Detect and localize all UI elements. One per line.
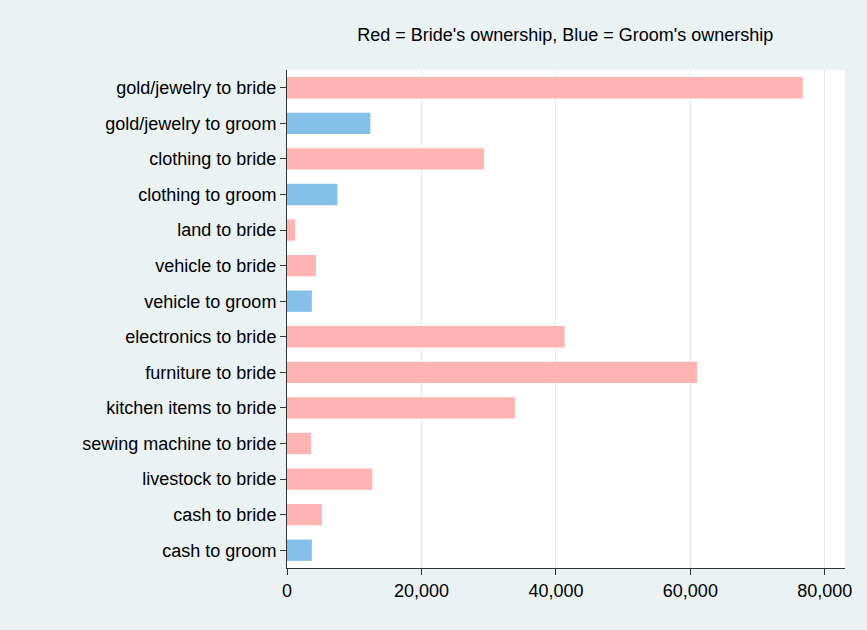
svg-text:electronics to bride: electronics to bride: [125, 327, 276, 347]
svg-text:cash to bride: cash to bride: [173, 505, 276, 525]
svg-text:clothing to groom: clothing to groom: [138, 185, 276, 205]
svg-text:vehicle to groom: vehicle to groom: [144, 292, 276, 312]
svg-text:kitchen items to bride: kitchen items to bride: [106, 398, 276, 418]
svg-text:land to bride: land to bride: [177, 220, 276, 240]
svg-text:gold/jewelry to groom: gold/jewelry to groom: [105, 114, 276, 134]
svg-text:clothing to bride: clothing to bride: [149, 149, 276, 169]
svg-text:20,000: 20,000: [394, 581, 449, 601]
svg-text:cash to groom: cash to groom: [162, 541, 276, 561]
svg-text:Red = Bride's ownership, Blue: Red = Bride's ownership, Blue = Groom's …: [357, 25, 773, 45]
svg-text:60,000: 60,000: [663, 581, 718, 601]
svg-text:livestock to bride: livestock to bride: [142, 469, 276, 489]
svg-text:gold/jewelry to bride: gold/jewelry to bride: [116, 78, 276, 98]
svg-text:vehicle to bride: vehicle to bride: [155, 256, 276, 276]
svg-text:80,000: 80,000: [797, 581, 852, 601]
svg-text:sewing machine to bride: sewing machine to bride: [82, 434, 276, 454]
svg-text:40,000: 40,000: [528, 581, 583, 601]
svg-text:furniture to bride: furniture to bride: [145, 363, 276, 383]
svg-text:0: 0: [282, 581, 292, 601]
